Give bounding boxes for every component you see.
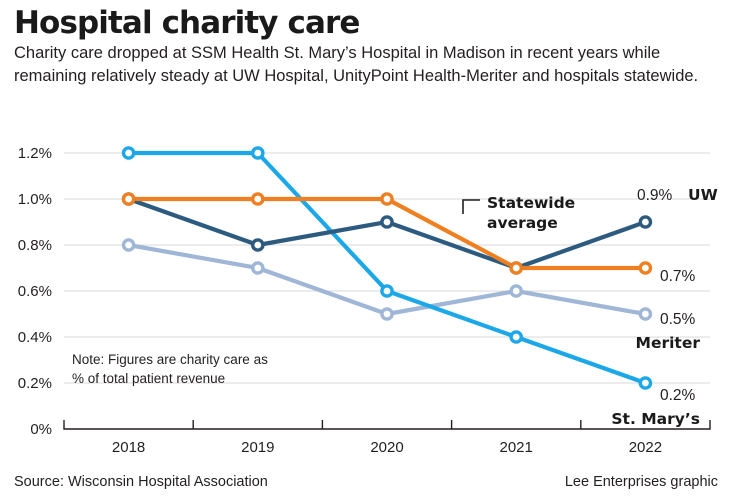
markers-group: [121, 146, 653, 390]
y-axis-tick-label: 0%: [30, 421, 52, 438]
data-point-marker: [121, 238, 136, 252]
gridlines-group: [64, 152, 710, 384]
note-line-1: Note: Figures are charity care as: [72, 352, 268, 367]
y-axis-labels-group: 1.2% 1.0% 0.8% 0.6% 0.4% 0.2% 0%: [18, 145, 52, 438]
endpoint-value-st-marys: 0.2%: [660, 387, 696, 404]
data-point-marker: [638, 376, 653, 390]
x-axis-line: [63, 420, 711, 430]
data-point-marker: [250, 146, 265, 160]
data-point-marker: [250, 238, 265, 252]
x-axis-tick-label: 2022: [629, 439, 662, 456]
data-point-marker: [121, 192, 136, 206]
chart-subtitle: Charity care dropped at SSM Health St. M…: [14, 44, 699, 85]
endpoint-name-meriter: Meriter: [636, 334, 701, 352]
x-axis-tick-label: 2019: [241, 439, 274, 456]
series-group: [126, 150, 648, 386]
y-axis-tick-label: 1.2%: [18, 145, 52, 162]
data-point-marker: [121, 192, 136, 206]
y-axis-tick-label: 0.2%: [18, 375, 52, 392]
data-point-marker: [509, 284, 524, 298]
series-line-uw: [126, 196, 648, 271]
endpoint-value-meriter: 0.5%: [660, 311, 696, 328]
endpoint-name-st-marys: St. Mary’s: [611, 410, 700, 428]
chart-note: Note: Figures are charity care as % of t…: [72, 352, 268, 386]
data-point-marker: [509, 330, 524, 344]
credit-label: Lee Enterprises graphic: [564, 474, 718, 490]
y-axis-tick-label: 0.6%: [18, 283, 52, 300]
data-point-marker: [380, 307, 394, 321]
data-point-marker: [509, 261, 524, 275]
data-point-marker: [638, 307, 653, 321]
x-axis-tick-label: 2020: [370, 439, 403, 456]
data-point-marker: [509, 261, 524, 275]
data-point-marker: [638, 261, 653, 275]
chart-footer: Source: Wisconsin Hospital Association L…: [0, 474, 732, 498]
callout-line-2: average: [487, 214, 558, 232]
statewide-average-callout: Statewide average: [462, 194, 575, 232]
note-line-2: % of total patient revenue: [72, 371, 225, 386]
endpoint-value-statewide: 0.7%: [660, 268, 696, 285]
data-point-marker: [380, 284, 394, 298]
y-axis-tick-label: 1.0%: [18, 191, 52, 208]
x-axis-tick-label: 2018: [112, 439, 145, 456]
y-axis-tick-label: 0.4%: [18, 329, 52, 346]
page-title: Hospital charity care: [14, 5, 360, 41]
y-axis-tick-label: 0.8%: [18, 237, 52, 254]
series-line-st-marys: [126, 150, 648, 386]
data-point-marker: [638, 215, 653, 229]
data-point-marker: [250, 192, 265, 206]
x-axis-tick-label: 2021: [500, 439, 533, 456]
series-line-meriter: [126, 242, 648, 317]
data-point-marker: [250, 261, 265, 275]
data-point-marker: [380, 215, 394, 229]
x-axis-labels-group: 2018 2019 2020 2021 2022: [112, 439, 662, 456]
endpoint-name-uw: UW: [688, 186, 718, 204]
series-line-statewide: [126, 196, 648, 271]
axis-group: [63, 420, 711, 430]
callout-line-1: Statewide: [487, 194, 575, 212]
data-point-marker: [121, 146, 136, 160]
chart-header: Hospital charity care Charity care dropp…: [14, 6, 720, 88]
source-label: Source: Wisconsin Hospital Association: [14, 474, 268, 490]
data-point-marker: [380, 192, 394, 206]
endpoint-value-uw: 0.9%: [637, 187, 673, 204]
endpoint-labels-group: 0.9% UW 0.7% 0.5% Meriter 0.2% St. Mary’s: [611, 186, 717, 428]
